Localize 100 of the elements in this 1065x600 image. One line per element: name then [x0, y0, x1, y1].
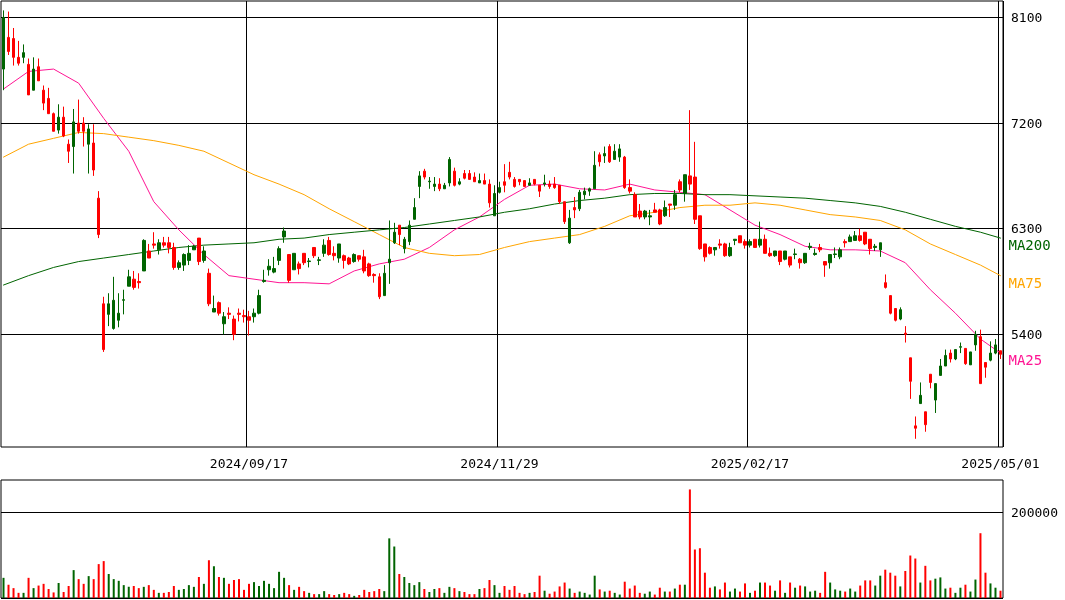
candlestick: [818, 243, 822, 253]
bar: [253, 582, 256, 598]
bar: [343, 592, 346, 598]
candlestick: [468, 169, 471, 180]
candlestick: [623, 155, 626, 190]
candlestick: [337, 243, 341, 264]
bar: [493, 585, 496, 598]
candlestick: [984, 361, 987, 379]
bar: [713, 586, 716, 598]
candlestick: [573, 196, 576, 219]
candlestick: [37, 58, 40, 82]
candlestick: [227, 306, 231, 320]
bar: [483, 588, 486, 598]
candlestick: [663, 200, 667, 218]
bar: [774, 590, 777, 598]
bar: [809, 591, 812, 598]
bar: [633, 585, 636, 598]
bar: [263, 580, 266, 598]
candlestick: [378, 272, 381, 300]
bar: [418, 582, 421, 598]
candlestick: [262, 269, 266, 284]
candlestick: [518, 178, 521, 186]
bar: [17, 592, 20, 598]
bar: [894, 575, 897, 598]
bar: [202, 583, 205, 598]
candlestick: [603, 146, 606, 164]
candlestick: [448, 156, 451, 187]
bar: [453, 588, 456, 598]
y-tick-label: 8100: [1011, 9, 1043, 25]
candlestick: [678, 178, 682, 193]
candlestick: [798, 257, 802, 270]
candlestick: [463, 169, 466, 180]
bar: [293, 589, 296, 598]
bar: [2, 577, 5, 598]
candlestick: [783, 250, 787, 261]
candlestick: [217, 300, 221, 317]
bar: [764, 582, 767, 598]
candlestick: [317, 256, 321, 266]
bar: [443, 592, 446, 598]
bar: [192, 586, 195, 598]
candlestick: [92, 123, 95, 177]
candlestick: [733, 238, 737, 246]
series-label: MA75: [1008, 274, 1043, 291]
candlestick: [884, 273, 887, 290]
candlestick: [994, 338, 997, 355]
candlestick: [147, 243, 151, 259]
bar: [673, 588, 676, 598]
bar: [593, 575, 596, 598]
candlestick: [222, 311, 226, 335]
bar: [849, 588, 852, 598]
bar: [47, 588, 50, 598]
bar: [52, 592, 55, 598]
candlestick: [232, 315, 236, 341]
candlestick: [62, 106, 65, 138]
candlestick: [2, 9, 5, 91]
bar: [834, 589, 837, 598]
candlestick: [553, 176, 556, 190]
candlestick: [473, 171, 476, 183]
bar: [999, 590, 1002, 598]
bar: [533, 591, 536, 598]
bar: [839, 590, 842, 598]
candlestick: [778, 250, 782, 266]
bar: [87, 576, 90, 598]
candlestick: [568, 209, 571, 245]
bar: [77, 579, 80, 598]
bar: [503, 585, 506, 598]
bar: [32, 588, 35, 598]
candlestick: [197, 237, 201, 266]
bar: [197, 576, 200, 598]
candlestick: [713, 246, 717, 257]
bar: [333, 595, 336, 598]
candlestick: [17, 40, 20, 67]
bar: [543, 590, 546, 598]
bar: [348, 594, 351, 598]
candlestick: [282, 227, 286, 244]
candlestick: [924, 411, 927, 433]
bar: [769, 585, 772, 598]
bar: [242, 589, 245, 598]
bar: [879, 575, 882, 598]
bar: [478, 588, 481, 598]
candlestick: [478, 173, 481, 184]
bar: [648, 591, 651, 598]
candlestick: [964, 347, 967, 366]
bar: [859, 585, 862, 598]
bar: [789, 582, 792, 598]
candlestick: [989, 340, 992, 362]
bar: [949, 587, 952, 598]
bar: [628, 588, 631, 598]
candlestick: [393, 222, 396, 245]
bar: [222, 577, 225, 598]
candlestick: [758, 221, 762, 248]
bar: [97, 564, 100, 598]
bar: [518, 592, 521, 598]
bar: [283, 577, 286, 598]
candlestick: [613, 143, 616, 160]
y-tick-label: 6300: [1011, 221, 1043, 237]
candlestick: [297, 261, 301, 275]
bar: [989, 583, 992, 598]
candlestick: [618, 143, 621, 163]
bar: [733, 588, 736, 598]
